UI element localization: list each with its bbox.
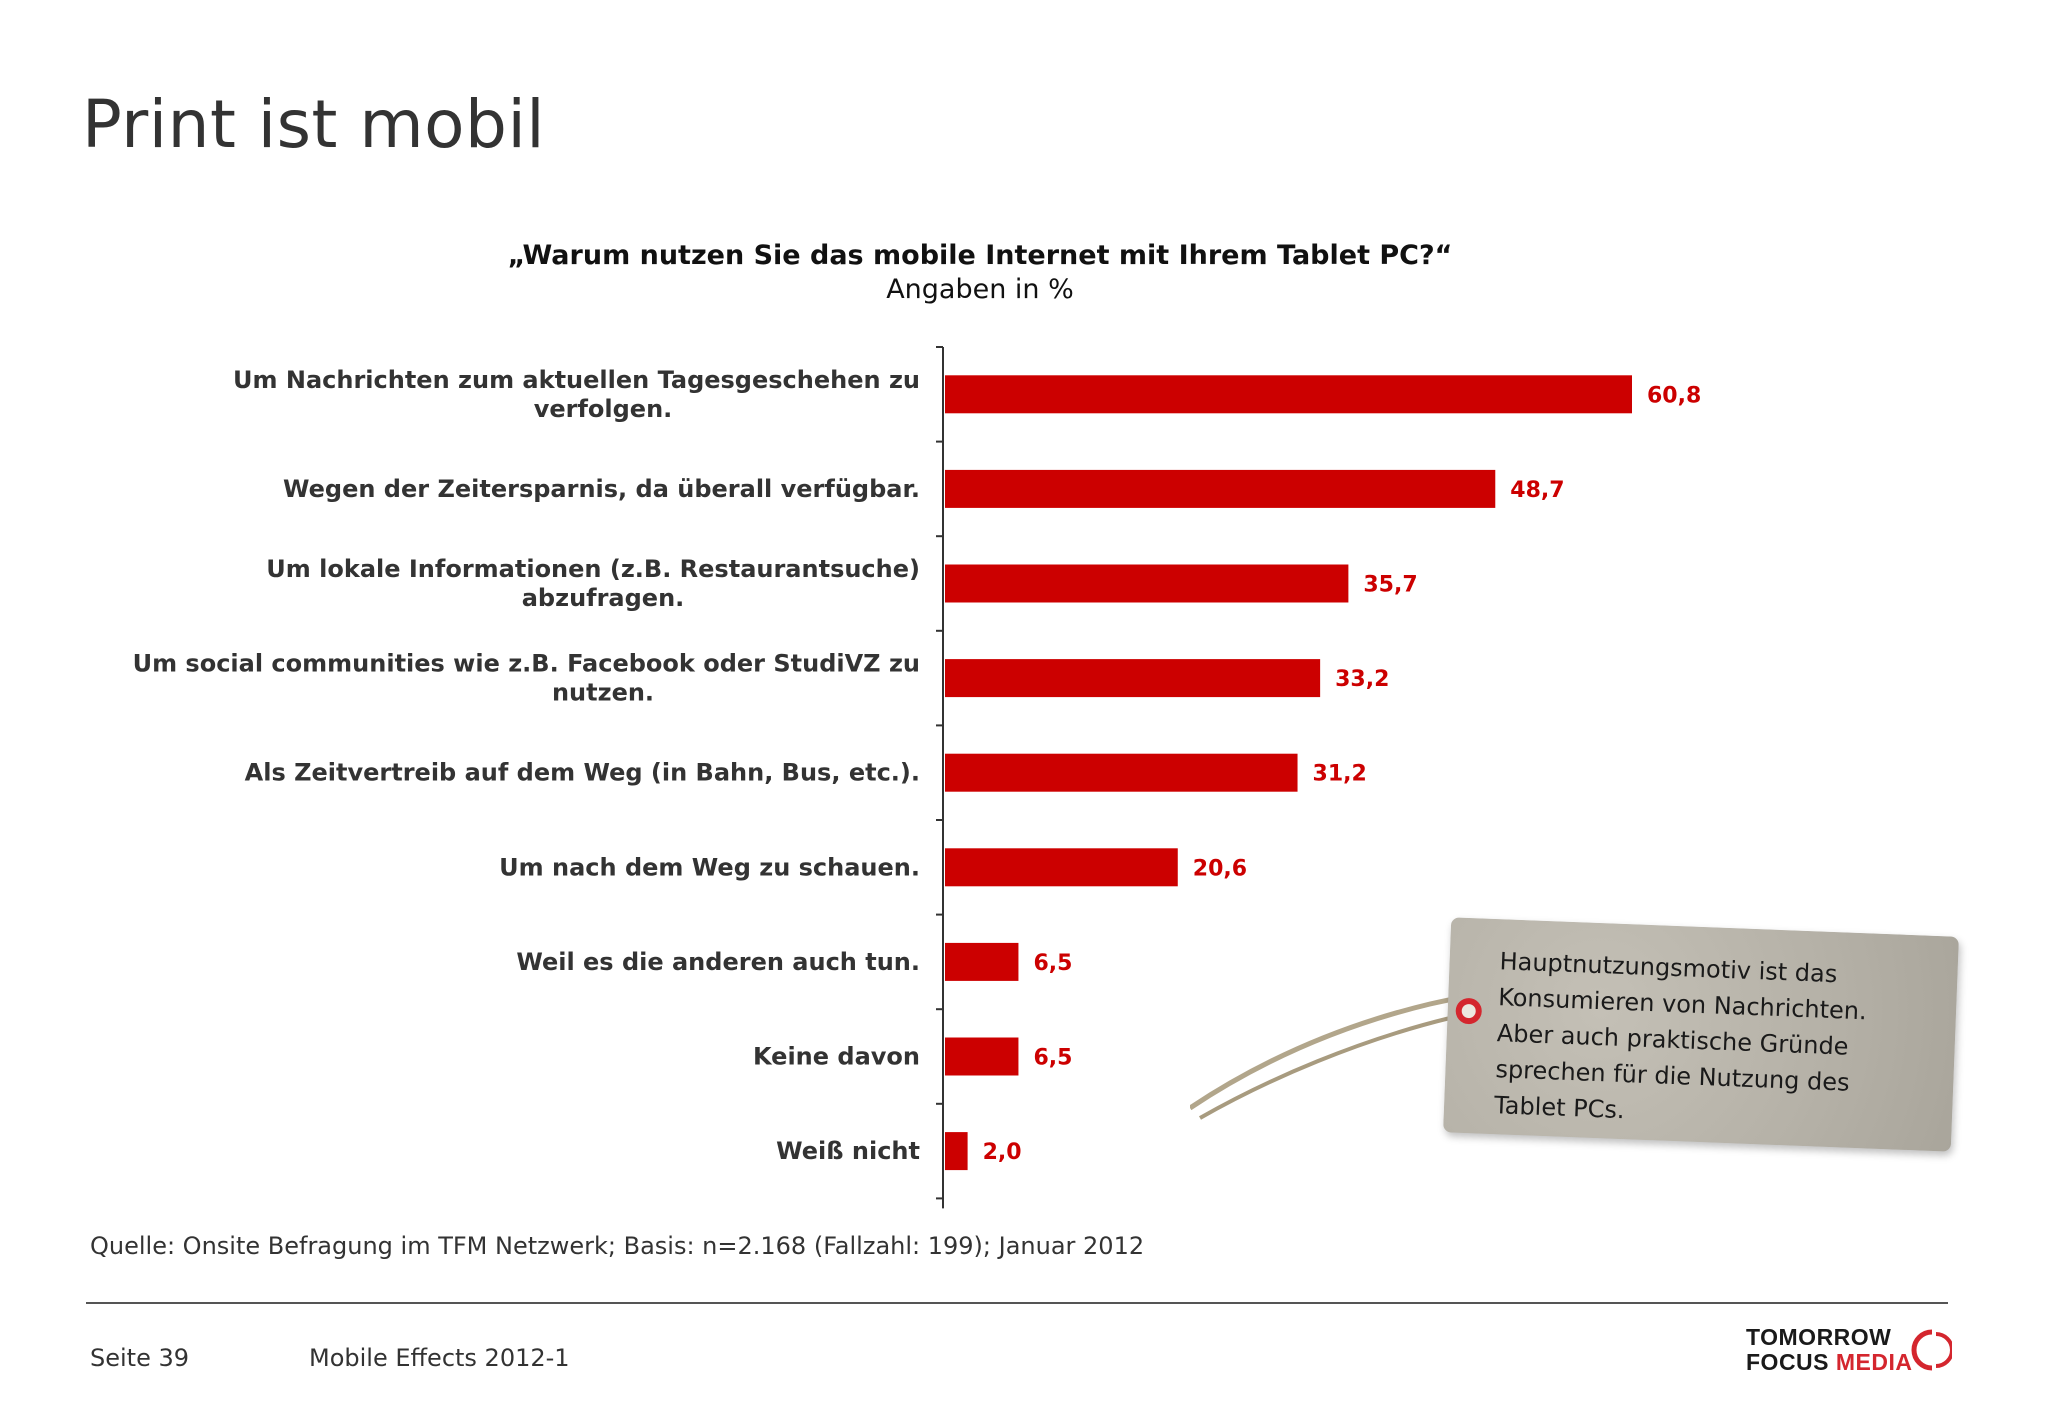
page-title: Print ist mobil — [82, 86, 546, 163]
callout-tag: Hauptnutzungsmotiv ist das Konsumieren v… — [1443, 917, 1959, 1152]
category-label: Wegen der Zeitersparnis, da überall verf… — [283, 475, 920, 503]
logo-line-2: FOCUS MEDIA — [1746, 1349, 1913, 1376]
footer-divider — [86, 1302, 1948, 1304]
category-label: verfolgen. — [534, 395, 673, 423]
logo-word-focus: FOCUS — [1746, 1349, 1836, 1375]
page-number: Seite 39 — [90, 1344, 190, 1372]
data-label: 33,2 — [1335, 667, 1389, 692]
bar — [945, 848, 1178, 887]
bar — [945, 564, 1349, 603]
bar — [945, 469, 1496, 508]
bar — [945, 753, 1298, 792]
chart-title: „Warum nutzen Sie das mobile Internet mi… — [507, 240, 1453, 271]
category-label: Keine davon — [753, 1043, 920, 1071]
source-note: Quelle: Onsite Befragung im TFM Netzwerk… — [90, 1232, 1145, 1260]
category-label: abzufragen. — [522, 584, 685, 612]
data-label: 31,2 — [1313, 762, 1367, 787]
category-label: Als Zeitvertreib auf dem Weg (in Bahn, B… — [245, 759, 920, 787]
data-label: 6,5 — [1033, 1046, 1072, 1071]
data-label: 2,0 — [983, 1140, 1022, 1165]
callout-text: Hauptnutzungsmotiv ist das Konsumieren v… — [1493, 943, 1940, 1140]
data-label: 6,5 — [1033, 951, 1072, 976]
data-label: 20,6 — [1193, 856, 1247, 881]
category-label: Weiß nicht — [776, 1137, 920, 1165]
bar — [945, 1132, 968, 1171]
category-label: Weil es die anderen auch tun. — [516, 948, 920, 976]
category-label: Um social communities wie z.B. Facebook … — [133, 650, 920, 678]
logo-word-media: MEDIA — [1835, 1349, 1913, 1375]
document-name: Mobile Effects 2012-1 — [309, 1344, 570, 1372]
data-label: 60,8 — [1647, 383, 1701, 408]
category-label: Um nach dem Weg zu schauen. — [499, 853, 920, 881]
category-label: Um Nachrichten zum aktuellen Tagesgesche… — [233, 366, 920, 394]
tag-eyelet — [1455, 997, 1483, 1025]
data-label: 48,7 — [1510, 478, 1564, 503]
bar — [945, 659, 1321, 698]
category-label: Um lokale Informationen (z.B. Restaurant… — [266, 555, 920, 583]
bar — [945, 942, 1019, 981]
chart-subtitle: Angaben in % — [886, 274, 1074, 305]
company-logo: TOMORROW FOCUS MEDIA — [1746, 1324, 1956, 1376]
logo-line-1: TOMORROW — [1746, 1324, 1892, 1350]
data-label: 35,7 — [1363, 573, 1417, 598]
category-label: nutzen. — [552, 679, 654, 707]
logo-mark-icon — [1911, 1329, 1952, 1371]
bar — [945, 1037, 1019, 1076]
bar — [945, 375, 1632, 414]
